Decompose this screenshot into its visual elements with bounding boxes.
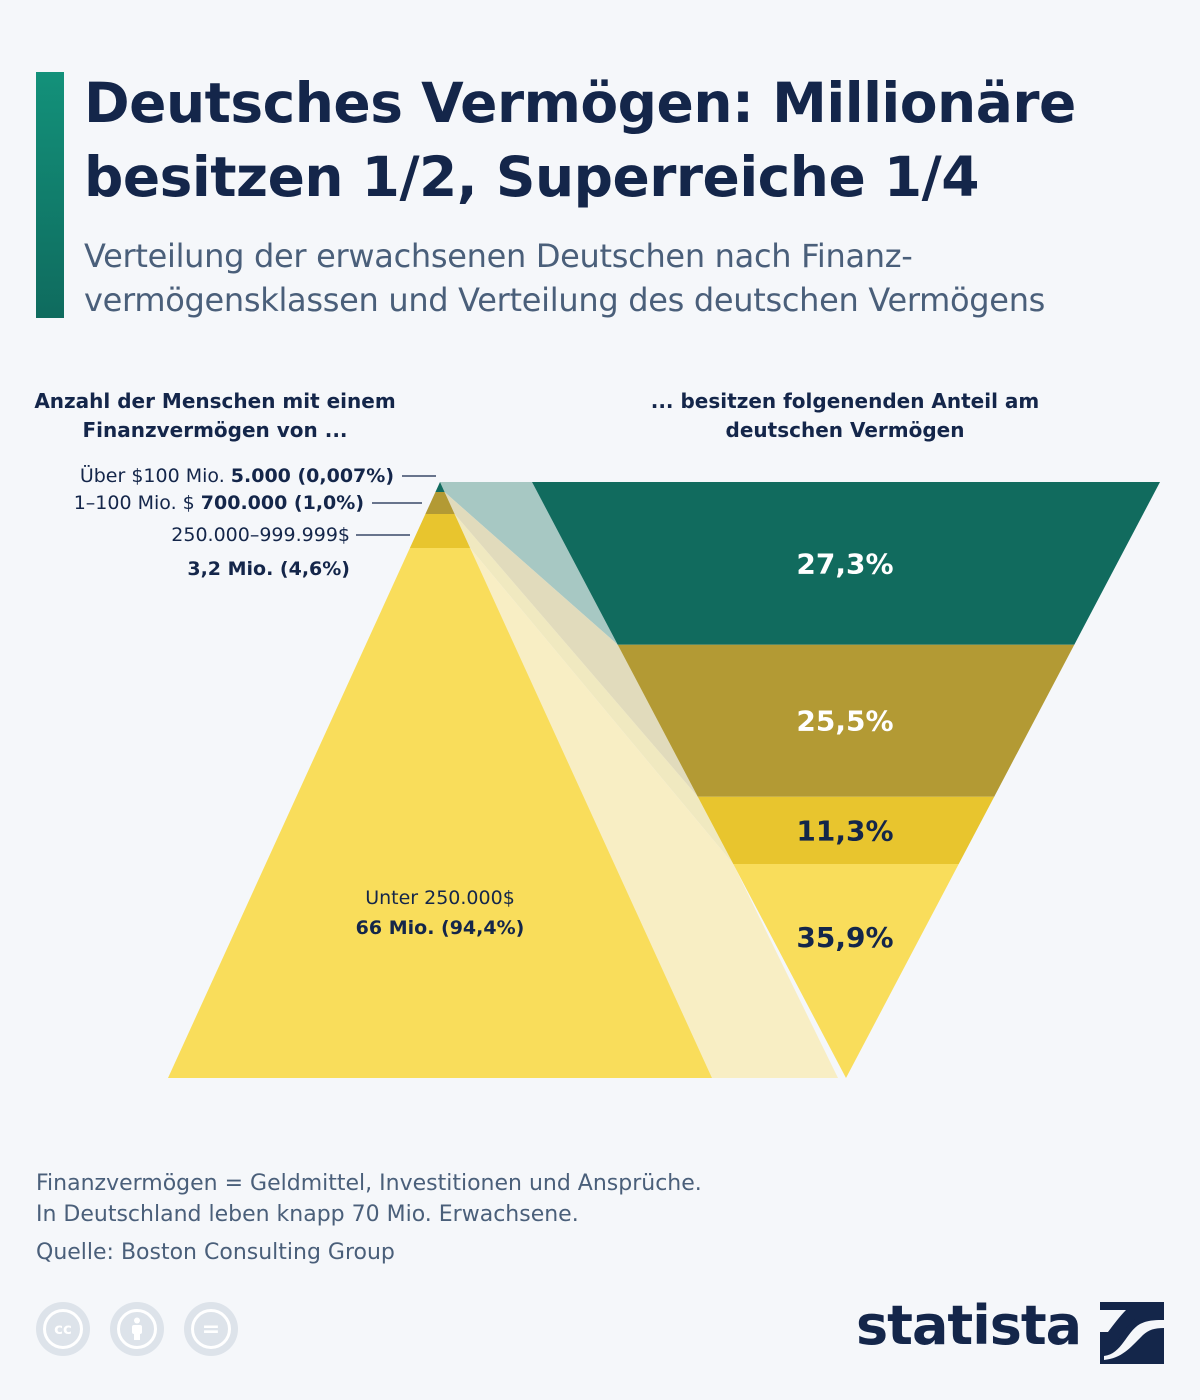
class-label-2: 1–100 Mio. $ 700.000 (1,0%) xyxy=(74,492,364,514)
connector-ribbon-3 xyxy=(454,514,734,865)
left-column-heading: Anzahl der Menschen mit einem Finanzverm… xyxy=(34,389,396,442)
page-subtitle: Verteilung der erwachsenen Deutschen nac… xyxy=(84,237,1046,319)
definition-note: Finanzvermögen = Geldmittel, Investition… xyxy=(36,1171,702,1196)
statista-wave-icon xyxy=(1100,1302,1164,1364)
pyramid-band-4 xyxy=(168,548,712,1078)
funnel-band-3 xyxy=(697,796,995,865)
funnel-band-4 xyxy=(733,864,959,1078)
connector-ribbon-4 xyxy=(470,548,838,1078)
wealth-share-label-4: 35,9% xyxy=(796,921,893,954)
class-label-1: Über $100 Mio. 5.000 (0,007%) xyxy=(80,464,394,487)
connector-ribbon-2 xyxy=(444,492,698,797)
wealth-share-label-2: 25,5% xyxy=(796,705,893,738)
pyramid-band-2 xyxy=(425,492,455,514)
wealth-share-label-1: 27,3% xyxy=(796,547,893,580)
connector-ribbon-1 xyxy=(440,482,618,645)
attribution-icon xyxy=(110,1302,164,1356)
funnel-band-2 xyxy=(617,644,1075,797)
class-count-4: 66 Mio. (94,4%) xyxy=(356,917,525,939)
wealth-share-label-3: 11,3% xyxy=(796,814,893,847)
no-derivatives-icon: = xyxy=(184,1302,238,1356)
pyramid-band-1 xyxy=(435,482,445,492)
class-label-3: 250.000–999.999$ xyxy=(171,524,350,546)
right-column-heading: ... besitzen folgenenden Anteil am deuts… xyxy=(650,389,1040,442)
source-note: Quelle: Boston Consulting Group xyxy=(36,1240,395,1265)
cc-icon: cc xyxy=(36,1302,90,1356)
class-count-3: 3,2 Mio. (4,6%) xyxy=(187,558,350,580)
funnel-band-1 xyxy=(532,482,1160,645)
class-label-4: Unter 250.000$ xyxy=(365,887,515,909)
accent-bar xyxy=(36,72,64,318)
page-title: Deutsches Vermögen: Millionäre besitzen … xyxy=(84,71,1076,209)
pyramid-band-3 xyxy=(409,514,471,548)
population-note: In Deutschland leben knapp 70 Mio. Erwac… xyxy=(36,1202,579,1227)
statista-logo[interactable]: statista xyxy=(856,1294,1082,1357)
